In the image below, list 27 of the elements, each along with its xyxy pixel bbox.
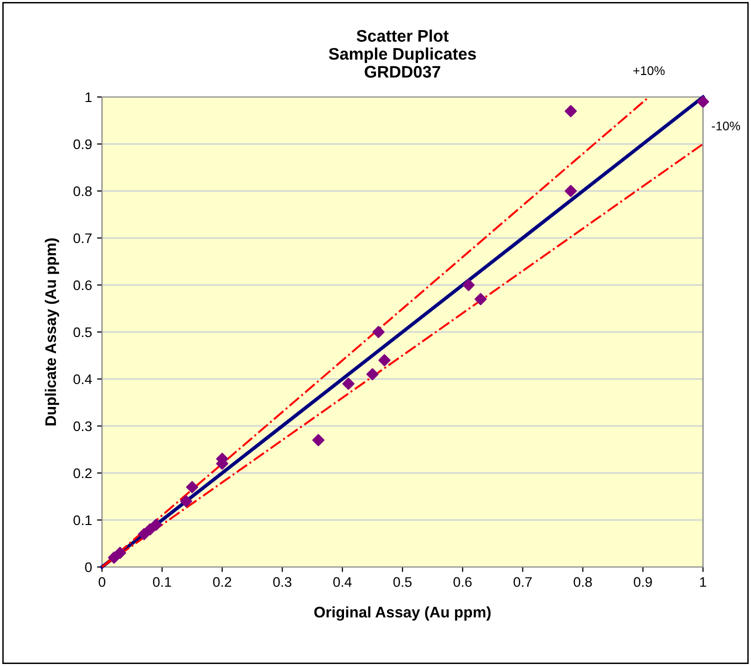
y-tick-label: 1 <box>86 92 92 102</box>
y-tick-label: 0.4 <box>74 374 92 384</box>
x-tick-label: 0.3 <box>273 577 292 587</box>
x-tick-label: 0.7 <box>514 577 532 587</box>
annotation: -10% <box>712 122 740 130</box>
y-tick-label: 0.7 <box>74 233 92 244</box>
x-axis-title: Original Assay (Au ppm) <box>314 606 491 621</box>
chart-title: Scatter Plot Sample Duplicates GRDD037 <box>328 30 476 78</box>
x-tick-label: 0.4 <box>333 577 352 587</box>
x-tick-label: 0.8 <box>574 577 592 587</box>
y-axis-title: Duplicate Assay (Au ppm) <box>44 238 60 426</box>
x-tick-label: 0 <box>98 577 106 587</box>
x-tick-label: 0.5 <box>393 577 412 587</box>
y-tick-label: 0 <box>85 562 92 572</box>
y-tick-label: 0.2 <box>74 468 92 478</box>
x-tick-label: 1 <box>700 577 706 587</box>
y-tick-label: 0.9 <box>74 139 92 150</box>
x-tick-label: 0.2 <box>213 577 232 587</box>
y-tick-label: 0.3 <box>74 421 92 432</box>
x-tick-label: 0.6 <box>453 577 472 587</box>
x-tick-label: 0.1 <box>152 577 172 587</box>
y-tick-label: 0.8 <box>74 186 92 196</box>
annotation: +10% <box>633 66 665 76</box>
x-tick-label: 0.9 <box>634 577 652 587</box>
y-tick-label: 0.5 <box>74 327 92 338</box>
y-tick-label: 0.1 <box>74 515 92 526</box>
y-tick-label: 0.6 <box>74 280 92 290</box>
